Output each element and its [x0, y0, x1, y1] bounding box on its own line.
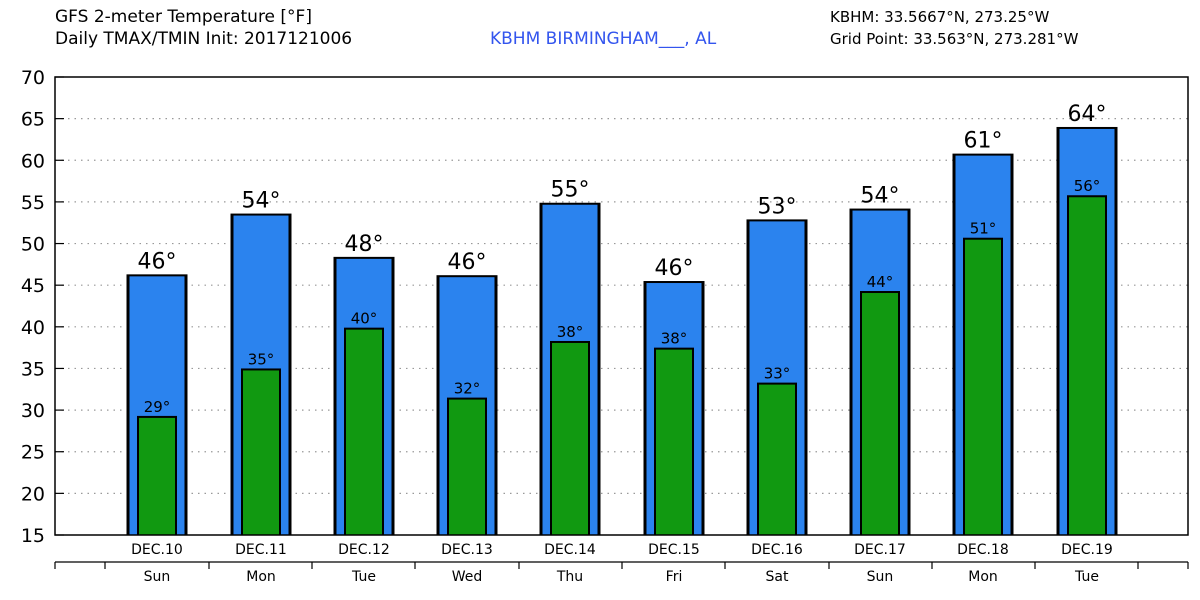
- tmax-label: 54°: [242, 189, 281, 214]
- x-tick-label-date: DEC.13: [441, 542, 493, 558]
- x-tick-label-day: Fri: [666, 569, 683, 585]
- y-tick-label: 35: [21, 358, 45, 380]
- x-tick-label-date: DEC.11: [235, 542, 287, 558]
- grid-lines: [55, 118, 1188, 494]
- tmin-bar: [862, 293, 898, 535]
- x-tick-label-date: DEC.14: [544, 542, 596, 558]
- station-label: KBHM BIRMINGHAM___, AL: [490, 29, 717, 49]
- y-tick-label: 65: [21, 109, 45, 131]
- x-tick-label-day: Sun: [144, 569, 171, 585]
- tmin-label: 29°: [144, 398, 171, 416]
- tmin-bar: [243, 370, 279, 535]
- y-axis: 15 20 25 30 35 40 45 50 55 60 65 70: [21, 67, 64, 547]
- y-tick-label: 55: [21, 192, 45, 214]
- value-labels: 46° 29° 54° 35° 48° 40° 46° 32° 55° 38° 46° 38° 53° 3…: [138, 102, 1107, 416]
- y-tick-label: 30: [21, 400, 45, 422]
- x-tick-label-date: DEC.17: [854, 542, 906, 558]
- tmin-bar: [346, 329, 382, 535]
- tmin-label: 33°: [764, 365, 791, 383]
- tmax-label: 64°: [1068, 102, 1107, 127]
- bars: [126, 126, 1118, 536]
- tmin-bar: [759, 384, 795, 535]
- tmin-label: 38°: [661, 330, 688, 348]
- x-tick-label-day: Mon: [968, 569, 998, 585]
- x-tick-label-day: Wed: [452, 569, 483, 585]
- x-tick-label-day: Sat: [766, 569, 789, 585]
- tmin-label: 44°: [867, 273, 894, 291]
- y-tick-label: 40: [21, 317, 45, 339]
- y-tick-label: 45: [21, 275, 45, 297]
- tmax-label: 61°: [964, 129, 1003, 154]
- tmax-label: 46°: [448, 250, 487, 275]
- station-coordinates: KBHM: 33.5667°N, 273.25°W: [830, 8, 1050, 26]
- tmax-label: 46°: [655, 256, 694, 281]
- y-tick-label: 50: [21, 234, 45, 256]
- tmin-bar: [552, 342, 588, 535]
- x-axis: DEC.10 Sun DEC.11 Mon DEC.12 Tue DEC.13 Wed DEC.…: [54, 542, 1189, 585]
- x-tick-label-day: Thu: [556, 569, 583, 585]
- tmin-label: 35°: [248, 350, 275, 368]
- tmin-label: 56°: [1074, 177, 1101, 195]
- x-tick-label-day: Tue: [1074, 569, 1099, 585]
- tmin-label: 32°: [454, 380, 481, 398]
- y-tick-label: 20: [21, 483, 45, 505]
- x-tick-label-day: Sun: [867, 569, 894, 585]
- y-tick-label: 25: [21, 442, 45, 464]
- x-tick-label-date: DEC.10: [131, 542, 183, 558]
- grid-point-coordinates: Grid Point: 33.563°N, 273.281°W: [830, 30, 1079, 48]
- tmin-bar: [449, 399, 485, 535]
- tmin-label: 38°: [557, 323, 584, 341]
- chart-subtitle: Daily TMAX/TMIN Init: 2017121006: [55, 29, 353, 49]
- tmax-label: 48°: [345, 232, 384, 257]
- tmin-bar: [656, 349, 692, 535]
- tmax-label: 53°: [758, 194, 797, 219]
- y-tick-label: 15: [21, 525, 45, 547]
- tmin-label: 51°: [970, 220, 997, 238]
- x-tick-label-date: DEC.18: [957, 542, 1009, 558]
- tmin-bar: [139, 417, 175, 535]
- tmax-label: 46°: [138, 249, 177, 274]
- x-tick-label-day: Mon: [246, 569, 276, 585]
- plot-frame: [54, 76, 1189, 536]
- tmin-bar: [965, 239, 1001, 535]
- x-tick-label-date: DEC.12: [338, 542, 390, 558]
- x-tick-label-date: DEC.19: [1061, 542, 1113, 558]
- y-tick-label: 70: [21, 67, 45, 89]
- chart-title: GFS 2-meter Temperature [°F]: [55, 7, 312, 27]
- tmax-label: 54°: [861, 184, 900, 209]
- tmax-label: 55°: [551, 178, 590, 203]
- x-tick-label-date: DEC.15: [648, 542, 700, 558]
- x-tick-label-date: DEC.16: [751, 542, 803, 558]
- y-tick-label: 60: [21, 150, 45, 172]
- x-tick-label-day: Tue: [351, 569, 376, 585]
- tmin-bar: [1069, 197, 1105, 536]
- tmin-label: 40°: [351, 310, 378, 328]
